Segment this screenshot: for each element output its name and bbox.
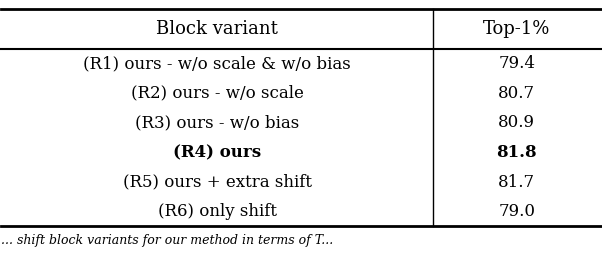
- Text: 80.9: 80.9: [498, 114, 535, 131]
- Text: 81.7: 81.7: [498, 174, 535, 191]
- Text: 80.7: 80.7: [498, 85, 535, 102]
- Text: (R1) ours - w/o scale & w/o bias: (R1) ours - w/o scale & w/o bias: [83, 55, 351, 72]
- Text: 79.4: 79.4: [498, 55, 535, 72]
- Text: Top-1%: Top-1%: [483, 20, 550, 38]
- Text: ... shift block variants for our method in terms of T...: ... shift block variants for our method …: [1, 234, 334, 247]
- Text: (R2) ours - w/o scale: (R2) ours - w/o scale: [131, 85, 303, 102]
- Text: Block variant: Block variant: [156, 20, 278, 38]
- Text: 81.8: 81.8: [497, 144, 537, 161]
- Text: (R6) only shift: (R6) only shift: [158, 203, 276, 220]
- Text: (R5) ours + extra shift: (R5) ours + extra shift: [123, 174, 312, 191]
- Text: (R4) ours: (R4) ours: [173, 144, 261, 161]
- Text: 79.0: 79.0: [498, 203, 535, 220]
- Text: (R3) ours - w/o bias: (R3) ours - w/o bias: [135, 114, 299, 131]
